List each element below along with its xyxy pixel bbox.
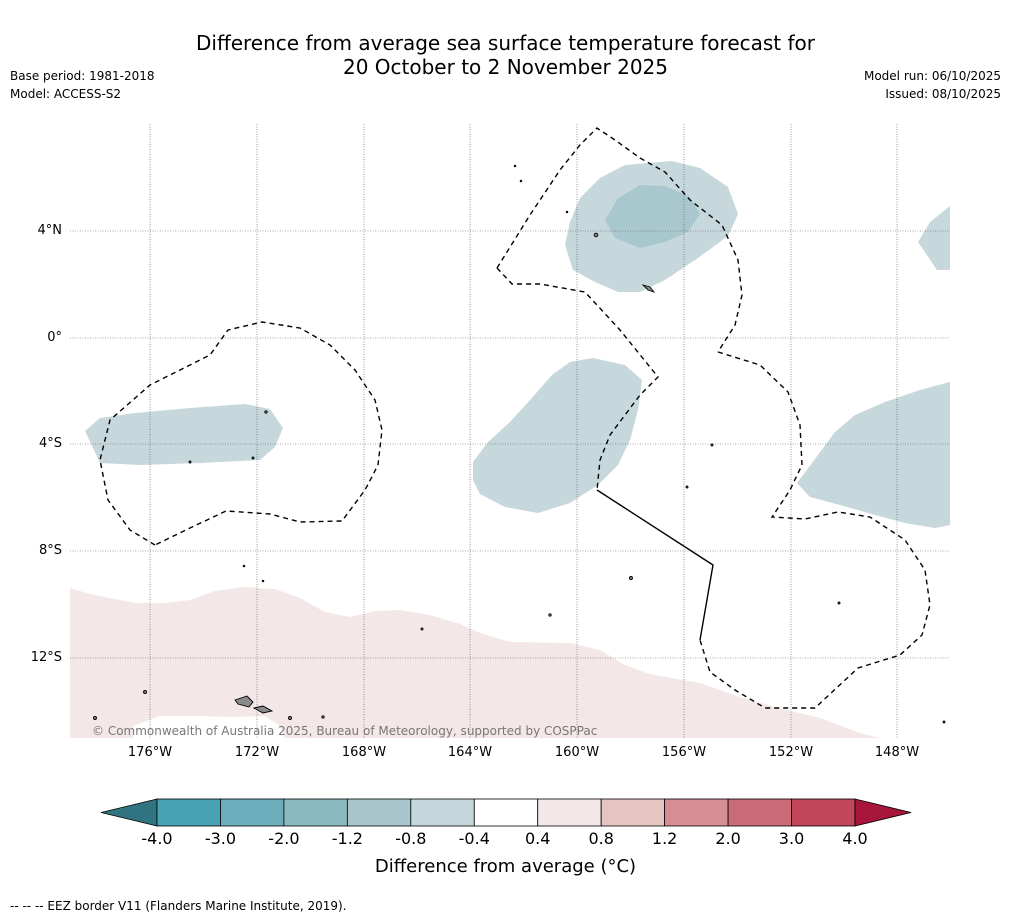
lon-label-148w: 148°W: [874, 745, 920, 760]
graticule: [70, 124, 950, 738]
colorbar-label: -2.0: [268, 829, 300, 848]
title-line-1: Difference from average sea surface temp…: [195, 31, 815, 55]
colorbar-segment: [664, 798, 729, 827]
lon-label-164w: 164°W: [447, 745, 493, 760]
island-dot-16: [565, 210, 569, 214]
island-savaii: [234, 695, 254, 708]
colorbar-segment: [600, 798, 666, 827]
colorbar-arrow-high: [854, 798, 912, 827]
warm-anomaly-gap: [133, 716, 285, 738]
cool-anomaly-west: [85, 404, 283, 465]
model-name: Model: ACCESS-S2: [10, 87, 122, 101]
island-dot-20: [261, 579, 265, 583]
island-dot-3: [93, 716, 97, 720]
island-dot-4: [288, 716, 292, 720]
island-dot-10: [685, 485, 689, 489]
island-dot-18: [942, 720, 946, 724]
cool-anomaly-north-core: [605, 185, 700, 248]
base-period: Base period: 1981-2018: [10, 69, 155, 83]
meta-right: Model run: 06/10/2025 Issued: 08/10/2025: [864, 67, 1001, 103]
eez-border-north: [496, 127, 743, 353]
colorbar-arrow-low: [100, 798, 158, 827]
warm-anomaly-region: [70, 587, 880, 738]
colorbar-label: -0.8: [395, 829, 427, 848]
colorbar-segments: [156, 798, 856, 827]
colorbar-label: 2.0: [715, 829, 741, 848]
eez-border-west: [99, 321, 383, 546]
lon-label-176w: 176°W: [127, 745, 173, 760]
colorbar-segment: [346, 798, 412, 827]
colorbar-label: 1.2: [651, 829, 678, 848]
island-kiritimati: [641, 284, 656, 293]
model-run: Model run: 06/10/2025: [863, 69, 1001, 83]
island-dot-14: [513, 164, 517, 168]
island-dot-5: [321, 715, 325, 719]
lat-label-4s: 4°S: [38, 436, 62, 451]
colorbar-label: -3.0: [204, 829, 237, 848]
meta-left: Base period: 1981-2018 Model: ACCESS-S2: [10, 67, 155, 103]
island-dot-9: [710, 443, 714, 447]
colorbar-segment: [156, 798, 221, 827]
colorbar-label: 3.0: [778, 829, 805, 848]
colorbar-label: -0.4: [458, 829, 490, 848]
island-dot-2: [143, 690, 147, 694]
colorbar-segment: [727, 798, 792, 827]
colorbar-segment: [537, 798, 602, 827]
colorbar-segment: [220, 798, 285, 827]
copyright-notice: © Commonwealth of Australia 2025, Bureau…: [92, 724, 598, 738]
lon-label-160w: 160°W: [554, 745, 600, 760]
eez-borders: [99, 127, 931, 709]
island-dot-15: [519, 179, 523, 183]
map-title: Difference from average sea surface temp…: [0, 31, 1011, 79]
island-dot-12: [548, 613, 552, 617]
cool-anomaly-northeast: [918, 206, 950, 270]
lat-label-12s: 12°S: [30, 650, 62, 665]
colorbar-label: 0.4: [524, 829, 551, 848]
colorbar-segment: [791, 798, 856, 827]
lon-label-168w: 168°W: [341, 745, 387, 760]
map-plot-area: [70, 124, 950, 738]
colorbar-segment: [410, 798, 475, 827]
lat-label-8s: 8°S: [38, 543, 62, 558]
colorbar-label: 4.0: [842, 829, 868, 848]
lon-label-152w: 152°W: [768, 745, 814, 760]
island-dot-6: [264, 410, 268, 414]
solid-boundary: [596, 489, 714, 641]
island-upolu: [252, 705, 274, 714]
colorbar-label: -4.0: [141, 829, 173, 848]
island-dot-11: [629, 576, 633, 580]
colorbar-segment: [473, 798, 539, 827]
island-dot-17: [837, 601, 841, 605]
lat-label-4n: 4°N: [37, 223, 63, 238]
island-dot-8: [251, 456, 255, 460]
colorbar-segment: [283, 798, 348, 827]
lat-label-0: 0°: [47, 330, 62, 345]
islands: [93, 164, 946, 724]
colorbar-label: -1.2: [331, 829, 363, 848]
colorbar-label: 0.8: [588, 829, 614, 848]
island-dot-7: [188, 460, 192, 464]
island-dot-1: [593, 232, 599, 238]
issued-date: Issued: 08/10/2025: [885, 87, 1001, 101]
lon-label-172w: 172°W: [234, 745, 280, 760]
map-canvas: [70, 124, 950, 738]
eez-footnote: -- -- -- EEZ border V11 (Flanders Marine…: [10, 899, 347, 913]
island-dot-13: [420, 627, 424, 631]
cool-anomaly-central: [473, 358, 642, 513]
colorbar-title: Difference from average (°C): [374, 856, 637, 877]
eez-border-north-south: [496, 267, 659, 491]
island-dot-19: [242, 564, 246, 568]
cool-anomaly-east: [797, 382, 950, 528]
lon-label-156w: 156°W: [661, 745, 707, 760]
colorbar: [100, 798, 912, 827]
title-line-2: 20 October to 2 November 2025: [342, 55, 669, 79]
